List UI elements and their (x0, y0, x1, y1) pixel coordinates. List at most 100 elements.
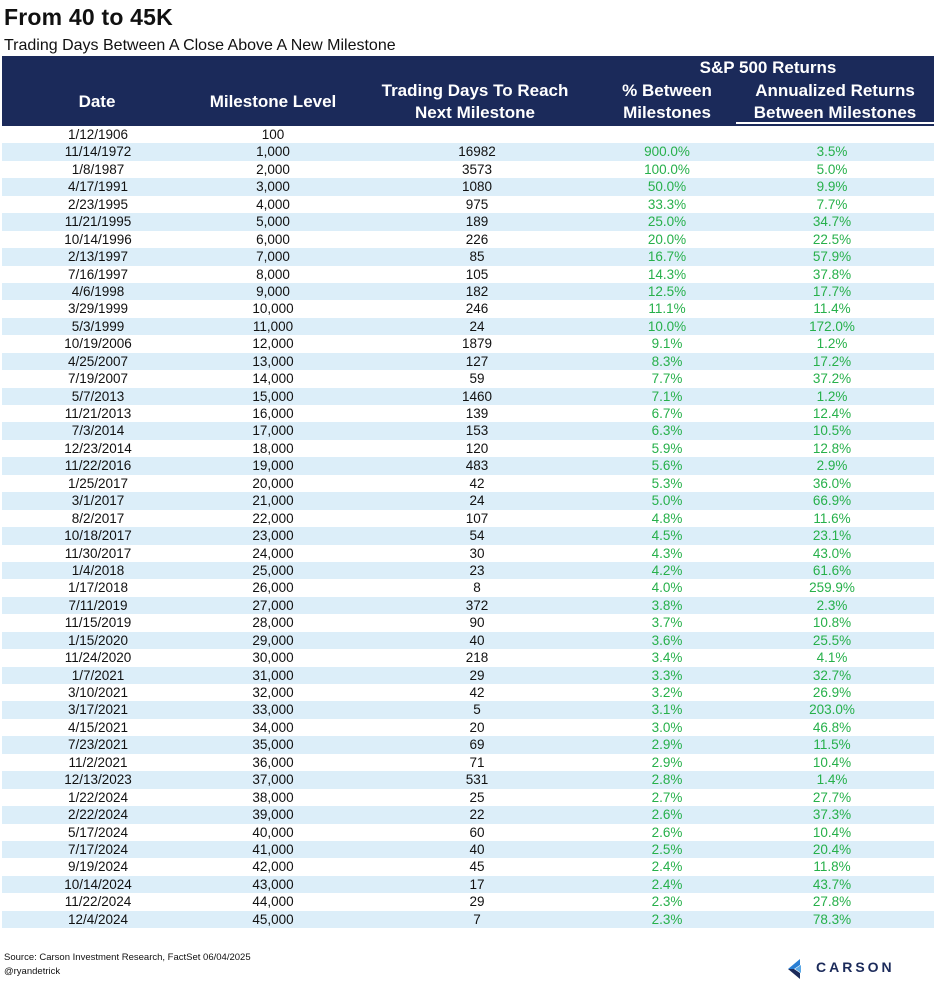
table-row: 3/17/2021 33,000 5 3.1% 203.0% (2, 701, 934, 719)
cell-trading-days: 90 (469, 615, 485, 631)
cell-pct-between: 2.4% (651, 876, 683, 892)
header-date: Date (78, 92, 116, 111)
cell-trading-days: 59 (469, 371, 485, 387)
header-pct-between-line2: Milestones (623, 103, 711, 122)
cell-annualized-return: 11.4% (813, 301, 851, 317)
cell-pct-between: 3.0% (651, 719, 683, 735)
cell-trading-days: 1460 (461, 388, 493, 404)
cell-annualized-return: 34.7% (812, 214, 852, 230)
cell-date: 11/21/2013 (64, 406, 132, 421)
cell-date: 11/21/1995 (64, 214, 132, 230)
cell-milestone-level: 24,000 (252, 545, 294, 561)
cell-milestone-level: 22,000 (252, 510, 294, 526)
cell-date: 10/18/2017 (64, 528, 132, 544)
cell-milestone-level: 1,000 (256, 144, 290, 160)
cell-milestone-level: 11,000 (252, 318, 294, 334)
cell-date: 3/17/2021 (67, 702, 129, 718)
cell-date: 1/22/2024 (67, 789, 129, 805)
cell-pct-between: 7.7% (651, 371, 683, 387)
table-row: 2/22/2024 39,000 22 2.6% 37.3% (2, 806, 934, 824)
cell-pct-between: 2.8% (651, 772, 683, 788)
cell-trading-days: 8 (473, 580, 481, 596)
cell-milestone-level: 38,000 (252, 789, 294, 805)
cell-annualized-return: 22.5% (812, 231, 852, 247)
cell-pct-between: 5.6% (651, 458, 683, 474)
cell-date: 4/17/1991 (67, 179, 129, 195)
cell-annualized-return: 5.0% (816, 161, 848, 177)
table-row: 5/3/1999 11,000 24 10.0% 172.0% (2, 317, 934, 336)
cell-date: 1/17/2018 (67, 580, 129, 596)
cell-milestone-level: 6,000 (256, 231, 290, 247)
cell-milestone-level: 23,000 (252, 528, 294, 544)
cell-annualized-return: 27.7% (812, 789, 852, 805)
cell-milestone-level: 7,000 (256, 249, 290, 265)
cell-date: 3/1/2017 (71, 493, 125, 509)
table-row: 3/10/2021 32,000 42 3.2% 26.9% (2, 684, 934, 701)
cell-milestone-level: 8,000 (256, 266, 290, 282)
cell-milestone-level: 21,000 (252, 493, 294, 509)
cell-annualized-return: 7.7% (816, 196, 848, 212)
cell-annualized-return: 9.9% (816, 179, 848, 195)
cell-annualized-return: 32.7% (812, 667, 852, 683)
cell-trading-days: 5 (473, 702, 481, 718)
cell-annualized-return: 36.0% (812, 475, 852, 491)
cell-pct-between: 2.6% (651, 824, 683, 840)
cell-annualized-return: 203.0% (809, 702, 855, 718)
cell-date: 1/15/2020 (67, 632, 129, 648)
cell-pct-between: 2.3% (651, 894, 683, 910)
cell-annualized-return: 23.1% (812, 528, 852, 544)
table-row: 1/12/1906 100 (2, 126, 934, 143)
cell-pct-between: 11.1% (648, 301, 686, 317)
cell-annualized-return: 66.9% (812, 493, 852, 509)
cell-pct-between: 9.1% (651, 336, 683, 352)
cell-date: 10/14/1996 (64, 231, 132, 247)
table-row: 10/14/2024 43,000 17 2.4% 43.7% (2, 875, 934, 894)
table-row: 11/2/2021 36,000 71 2.9% 10.4% (2, 754, 934, 771)
table-row: 4/17/1991 3,000 1080 50.0% 9.9% (2, 178, 934, 196)
cell-milestone-level: 41,000 (252, 841, 294, 857)
cell-trading-days: 3573 (461, 161, 493, 177)
table-row: 2/13/1997 7,000 85 16.7% 57.9% (2, 248, 934, 266)
cell-date: 7/19/2007 (67, 371, 129, 387)
cell-date: 11/22/2024 (64, 894, 132, 910)
cell-trading-days: 107 (465, 510, 489, 526)
cell-trading-days: 483 (465, 458, 489, 474)
cell-pct-between: 20.0% (647, 231, 687, 247)
cell-trading-days: 189 (465, 214, 489, 230)
cell-milestone-level: 18,000 (252, 440, 294, 456)
cell-trading-days: 127 (465, 353, 489, 369)
table-row: 11/24/2020 30,000 218 3.4% 4.1% (2, 649, 934, 666)
cell-annualized-return: 12.8% (812, 440, 852, 456)
cell-annualized-return: 172.0% (809, 318, 855, 334)
cell-date: 2/22/2024 (67, 807, 129, 823)
table-row: 11/21/2013 16,000 139 6.7% 12.4% (2, 405, 934, 422)
header-annualized-line1: Annualized Returns (755, 81, 915, 100)
cell-milestone-level: 32,000 (252, 685, 294, 700)
cell-trading-days: 105 (465, 266, 489, 282)
cell-milestone-level: 35,000 (252, 737, 294, 753)
table-row: 1/4/2018 25,000 23 4.2% 61.6% (2, 561, 934, 580)
cell-pct-between: 3.3% (651, 667, 683, 683)
table-row: 7/17/2024 41,000 40 2.5% 20.4% (2, 840, 934, 859)
cell-milestone-level: 37,000 (252, 772, 294, 788)
cell-trading-days: 22 (469, 807, 485, 823)
table-row: 7/23/2021 35,000 69 2.9% 11.5% (2, 736, 934, 754)
cell-date: 2/23/1995 (67, 196, 129, 212)
cell-pct-between: 900.0% (644, 144, 690, 160)
cell-date: 12/13/2023 (64, 772, 132, 788)
cell-date: 4/25/2007 (67, 353, 129, 369)
table-row: 5/7/2013 15,000 1460 7.1% 1.2% (2, 387, 934, 405)
cell-date: 7/3/2014 (71, 423, 125, 439)
cell-pct-between: 5.9% (651, 440, 683, 456)
cell-pct-between: 4.8% (651, 510, 683, 526)
cell-milestone-level: 4,000 (256, 196, 290, 212)
header-annualized-line2: Between Milestones (753, 103, 917, 122)
table-row: 7/11/2019 27,000 372 3.8% 2.3% (2, 596, 934, 615)
table-row: 1/25/2017 20,000 42 5.3% 36.0% (2, 475, 934, 492)
cell-trading-days: 139 (465, 406, 489, 421)
table-row: 8/2/2017 22,000 107 4.8% 11.6% (2, 510, 934, 527)
cell-milestone-level: 19,000 (252, 458, 294, 474)
cell-date: 7/16/1997 (67, 266, 129, 282)
cell-pct-between: 6.7% (651, 406, 683, 421)
cell-trading-days: 24 (469, 493, 485, 509)
